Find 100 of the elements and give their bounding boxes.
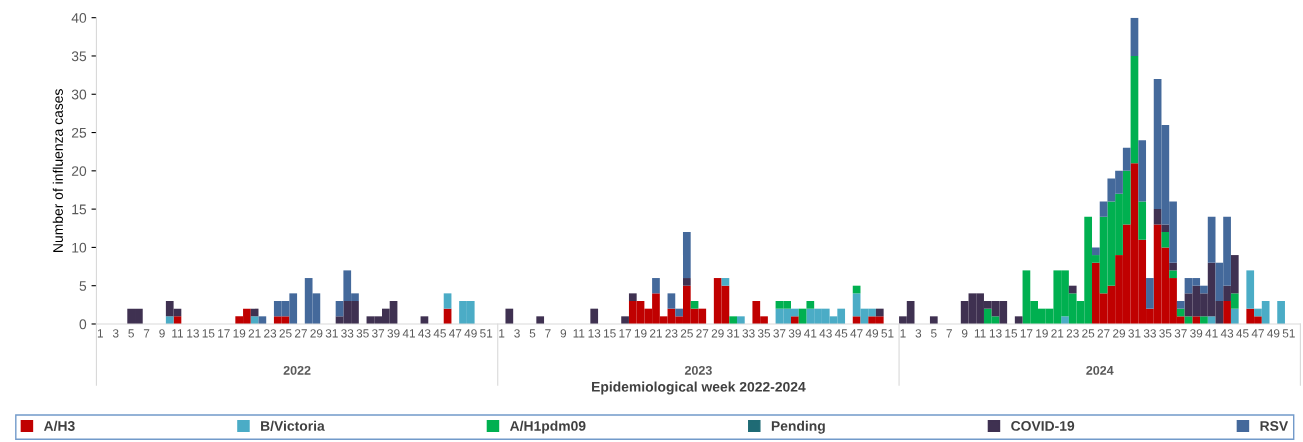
legend-label: COVID-19 <box>1011 421 1075 431</box>
bar <box>1092 247 1100 256</box>
bar <box>1138 140 1147 202</box>
x-tick-label: 21 <box>1051 329 1064 338</box>
bar <box>806 301 815 309</box>
x-tick-label: 39 <box>387 329 400 338</box>
x-tick-label: 9 <box>560 329 567 338</box>
y-tick-label: 15 <box>72 204 87 215</box>
x-tick-label: 1 <box>499 329 505 338</box>
x-tick-label: 5 <box>930 329 937 338</box>
bar <box>1207 216 1216 263</box>
x-tick-label: 27 <box>696 329 709 338</box>
bar <box>1230 308 1239 324</box>
bar <box>1200 316 1208 324</box>
y-tick-label: 30 <box>71 89 87 100</box>
text: 2022 <box>283 365 311 375</box>
bar <box>258 316 267 324</box>
legend-label: Pending <box>771 420 825 434</box>
x-tick-label: 13 <box>588 329 601 338</box>
x-tick-label: 33 <box>1143 329 1156 338</box>
bar <box>1122 147 1131 171</box>
text: 2023 <box>684 365 712 375</box>
bar <box>1161 224 1170 233</box>
x-tick-label: 9 <box>159 329 165 338</box>
x-tick-label: 45 <box>1236 329 1249 338</box>
x-tick-label: 41 <box>1205 329 1218 338</box>
bar <box>682 278 691 286</box>
x-tick-label: 5 <box>529 329 536 338</box>
x-tick-label: 29 <box>310 329 323 338</box>
x-tick-label: 17 <box>218 329 230 338</box>
x-tick-label: 11 <box>573 329 585 338</box>
x-tick-label: 5 <box>128 329 134 338</box>
bar <box>875 308 884 317</box>
x-tick-label: 41 <box>804 329 817 338</box>
x-tick-label: 43 <box>819 329 832 338</box>
bar <box>1068 285 1077 294</box>
y-tick-label: 10 <box>72 242 87 253</box>
x-tick-label: 25 <box>1082 329 1095 338</box>
x-tick-label: 13 <box>187 329 199 338</box>
x-tick-label: 39 <box>788 329 801 338</box>
bar <box>929 316 938 324</box>
x-tick-label: 25 <box>680 329 693 338</box>
x-tick-label: 15 <box>1005 329 1018 338</box>
x-tick-label: 3 <box>514 329 520 338</box>
bar <box>628 293 637 302</box>
x-tick-label: 51 <box>480 329 493 338</box>
x-tick-label: 29 <box>1113 329 1126 338</box>
bar <box>165 316 174 324</box>
x-tick-label: 31 <box>1128 329 1141 338</box>
x-tick-label: 35 <box>757 329 771 338</box>
x-tick-label: 37 <box>372 329 385 338</box>
bar <box>1061 316 1069 324</box>
x-tick-label: 11 <box>974 329 986 338</box>
bar <box>1014 316 1023 324</box>
x-tick-label: 27 <box>294 329 307 338</box>
legend-label: RSV <box>1260 421 1289 431</box>
bar <box>443 293 452 309</box>
x-tick-label: 31 <box>325 329 338 338</box>
x-tick-label: 27 <box>1097 329 1110 338</box>
x-tick-label: 17 <box>619 329 632 338</box>
text: 2024 <box>1086 365 1114 375</box>
y-tick-label: 25 <box>71 127 87 138</box>
x-tick-label: 43 <box>418 329 431 338</box>
bar <box>536 316 545 324</box>
x-tick-label: 41 <box>402 329 415 338</box>
x-tick-label: 19 <box>233 329 246 338</box>
y-tick-label: 35 <box>71 51 87 62</box>
x-tick-label: 39 <box>1190 329 1203 338</box>
y-tick-label: 20 <box>71 166 87 176</box>
x-tick-label: 47 <box>850 329 863 338</box>
legend-label: A/H3 <box>43 420 75 431</box>
bar <box>1200 285 1208 294</box>
bar <box>1277 301 1285 324</box>
bar <box>721 278 730 286</box>
x-tick-label: 9 <box>961 329 968 338</box>
bar <box>1161 232 1170 248</box>
x-axis-title: Epidemiological week 2022-2024 <box>592 381 806 395</box>
y-tick-label: 0 <box>79 319 87 330</box>
bar <box>652 278 660 294</box>
x-tick-label: 51 <box>1282 329 1295 338</box>
bar <box>791 316 799 324</box>
x-tick-label: 35 <box>356 329 369 338</box>
x-tick-label: 49 <box>1267 329 1280 338</box>
x-tick-label: 15 <box>202 329 215 338</box>
x-tick-label: 33 <box>742 329 755 338</box>
x-tick-label: 31 <box>727 329 740 338</box>
x-tick-label: 13 <box>989 329 1002 338</box>
bar <box>1223 301 1231 324</box>
bar <box>1130 17 1139 56</box>
bar <box>690 301 699 309</box>
x-tick-label: 11 <box>172 329 184 338</box>
x-tick-label: 19 <box>1036 329 1048 338</box>
bar <box>667 293 676 309</box>
x-tick-label: 51 <box>881 329 894 338</box>
bar <box>1138 201 1147 240</box>
x-tick-label: 23 <box>1066 329 1079 338</box>
x-tick-label: 7 <box>946 329 952 338</box>
bar <box>1169 262 1177 271</box>
x-tick-label: 49 <box>464 329 477 338</box>
x-tick-label: 3 <box>915 329 922 338</box>
